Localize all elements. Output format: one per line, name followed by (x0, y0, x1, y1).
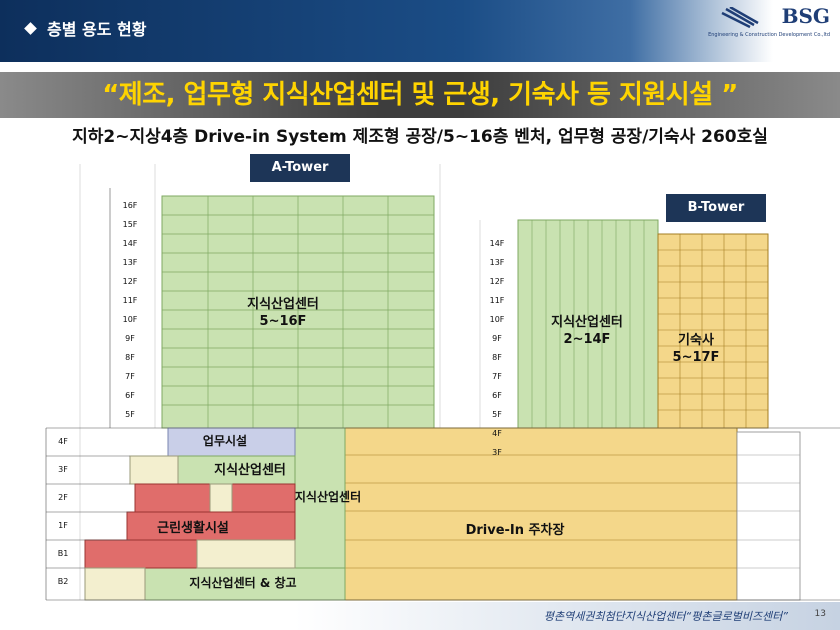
floor-label-podium-2f: 2F (58, 493, 68, 502)
floor-label-b-9f: 9F (492, 334, 502, 343)
page-subtitle: 지하2~지상4층 Drive-in System 제조형 공장/5~16층 벤처… (72, 127, 768, 147)
floor-label-b-6f: 6F (492, 391, 502, 400)
floor-label-a-5f: 5F (125, 410, 135, 419)
floor-label-a-16f: 16F (122, 201, 138, 210)
floor-label-b-11f: 11F (489, 296, 505, 305)
floor-label-a-8f: 8F (125, 353, 135, 362)
company-logo: BSG Engineering & Construction Developme… (708, 4, 830, 46)
center-3f-label: 지식산업센터 (214, 463, 286, 478)
floor-label-b-14f: 14F (489, 239, 505, 248)
drive-in-parking (344, 427, 738, 601)
floor-label-a-7f: 7F (125, 372, 135, 381)
office-label: 업무시설 (202, 434, 248, 448)
floor-label-b-13f: 13F (489, 258, 505, 267)
retail-label: 근린생활시설 (157, 521, 229, 536)
a-tower-label: A-Tower (250, 154, 350, 182)
diamond-bullet-icon (24, 22, 37, 35)
a-tower-center-label: 지식산업센터 5~16F (247, 297, 319, 329)
floor-label-b-10f: 10F (489, 315, 505, 324)
floor-label-podium-3f: 3F (58, 465, 68, 474)
b-tower-label: B-Tower (666, 194, 766, 222)
floor-label-podium-b1: B1 (57, 549, 69, 558)
floor-label-b-12f: 12F (489, 277, 505, 286)
floor-label-podium-b2: B2 (57, 577, 69, 586)
b2-label: 지식산업센터 & 창고 (189, 576, 297, 590)
parking-label: Drive-In 주차장 (465, 523, 565, 538)
dormitory-label: 기숙사 5~17F (672, 333, 720, 365)
floor-label-b-5f: 5F (492, 410, 502, 419)
floor-label-a-14f: 14F (122, 239, 138, 248)
top-header-bar: 층별 용도 현황 BSG Engineering & Construction … (0, 0, 840, 62)
floor-label-a-13f: 13F (122, 258, 138, 267)
section-title: 층별 용도 현황 (24, 16, 147, 40)
footer-project-name: 평촌역세권최첨단지식산업센터“평촌글로벌비즈센터” (543, 610, 788, 623)
floor-label-b-4f: 4F (492, 429, 502, 438)
floor-label-a-11f: 11F (122, 296, 138, 305)
logo-subtitle: Engineering & Construction Development C… (708, 32, 830, 38)
logo-name: BSG (781, 4, 830, 28)
floor-label-a-6f: 6F (125, 391, 135, 400)
office-block (167, 427, 296, 457)
headline-banner: “제조, 업무형 지식산업센터 및 근생, 기숙사 등 지원시설 ” (0, 72, 840, 118)
floor-label-b-3f: 3F (492, 448, 502, 457)
floor-label-podium-1f: 1F (58, 521, 68, 530)
building-section-svg (45, 164, 840, 601)
logo-mark-icon (721, 7, 759, 29)
floor-label-a-15f: 15F (122, 220, 138, 229)
section-title-text: 층별 용도 현황 (47, 20, 147, 39)
floor-label-podium-4f: 4F (58, 437, 68, 446)
b-tower-center-label: 지식산업센터 2~14F (551, 315, 623, 347)
page-number: 13 (814, 609, 826, 619)
center-2f-label: 지식산업센터 (294, 490, 362, 504)
floor-label-b-7f: 7F (492, 372, 502, 381)
floor-section-diagram: A-Tower B-Tower 16F 15F 14F 13F 12F 11F 10F 9F 8… (0, 150, 840, 602)
floor-label-b-8f: 8F (492, 353, 502, 362)
dormitory-block (657, 233, 769, 429)
headline-text: “제조, 업무형 지식산업센터 및 근생, 기숙사 등 지원시설 ” (102, 80, 738, 110)
floor-label-a-9f: 9F (125, 334, 135, 343)
floor-label-a-12f: 12F (122, 277, 138, 286)
floor-label-a-10f: 10F (122, 315, 138, 324)
footer-bar: 평촌역세권최첨단지식산업센터“평촌글로벌비즈센터” 13 (0, 602, 840, 630)
